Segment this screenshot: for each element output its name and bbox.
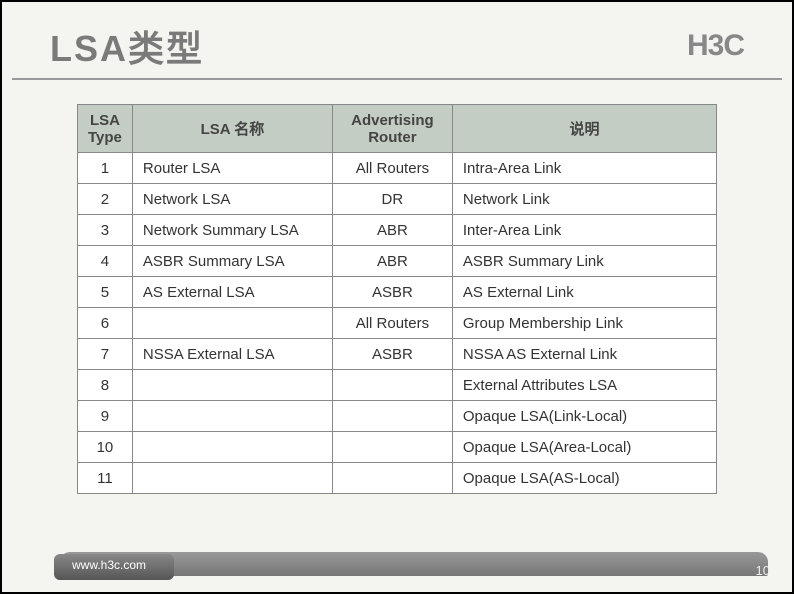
cell-desc: Opaque LSA(Link-Local) xyxy=(452,401,716,432)
table-row: 2Network LSADRNetwork Link xyxy=(78,184,717,215)
cell-router xyxy=(332,401,452,432)
cell-router: All Routers xyxy=(332,308,452,339)
cell-type: 1 xyxy=(78,153,133,184)
cell-name: NSSA External LSA xyxy=(132,339,332,370)
cell-desc: Opaque LSA(AS-Local) xyxy=(452,463,716,494)
cell-desc: ASBR Summary Link xyxy=(452,246,716,277)
cell-name: Network Summary LSA xyxy=(132,215,332,246)
cell-type: 11 xyxy=(78,463,133,494)
page-number: 10 xyxy=(756,563,770,578)
cell-desc: AS External Link xyxy=(452,277,716,308)
cell-type: 4 xyxy=(78,246,133,277)
table-body: 1Router LSAAll RoutersIntra-Area Link 2N… xyxy=(78,153,717,494)
table-row: 7NSSA External LSAASBRNSSA AS External L… xyxy=(78,339,717,370)
cell-desc: External Attributes LSA xyxy=(452,370,716,401)
lsa-type-table: LSA Type LSA 名称 Advertising Router 说明 1R… xyxy=(77,104,717,494)
col-header-router: Advertising Router xyxy=(332,105,452,153)
table-row: 9 Opaque LSA(Link-Local) xyxy=(78,401,717,432)
table-row: 8 External Attributes LSA xyxy=(78,370,717,401)
cell-router xyxy=(332,463,452,494)
slide-title: LSA类型 xyxy=(50,20,204,72)
cell-router: ABR xyxy=(332,246,452,277)
slide-header: LSA类型 H3C xyxy=(12,2,782,80)
col-header-desc: 说明 xyxy=(452,105,716,153)
cell-router: All Routers xyxy=(332,153,452,184)
cell-type: 6 xyxy=(78,308,133,339)
table-container: LSA Type LSA 名称 Advertising Router 说明 1R… xyxy=(77,104,717,494)
table-row: 11 Opaque LSA(AS-Local) xyxy=(78,463,717,494)
cell-type: 7 xyxy=(78,339,133,370)
cell-name xyxy=(132,463,332,494)
table-row: 5AS External LSAASBRAS External Link xyxy=(78,277,717,308)
slide-footer: www.h3c.com 10 xyxy=(2,552,792,584)
table-row: 6 All RoutersGroup Membership Link xyxy=(78,308,717,339)
cell-type: 3 xyxy=(78,215,133,246)
cell-desc: Intra-Area Link xyxy=(452,153,716,184)
cell-name: AS External LSA xyxy=(132,277,332,308)
cell-type: 2 xyxy=(78,184,133,215)
footer-url-text: www.h3c.com xyxy=(72,558,146,572)
cell-router: ASBR xyxy=(332,277,452,308)
cell-type: 5 xyxy=(78,277,133,308)
cell-desc: Group Membership Link xyxy=(452,308,716,339)
cell-name xyxy=(132,401,332,432)
cell-router xyxy=(332,370,452,401)
cell-name xyxy=(132,308,332,339)
cell-router xyxy=(332,432,452,463)
cell-desc: Inter-Area Link xyxy=(452,215,716,246)
cell-type: 8 xyxy=(78,370,133,401)
table-row: 1Router LSAAll RoutersIntra-Area Link xyxy=(78,153,717,184)
cell-name: ASBR Summary LSA xyxy=(132,246,332,277)
cell-name xyxy=(132,370,332,401)
cell-router: DR xyxy=(332,184,452,215)
cell-name: Router LSA xyxy=(132,153,332,184)
table-header-row: LSA Type LSA 名称 Advertising Router 说明 xyxy=(78,105,717,153)
table-row: 3Network Summary LSAABRInter-Area Link xyxy=(78,215,717,246)
cell-desc: Network Link xyxy=(452,184,716,215)
cell-router: ASBR xyxy=(332,339,452,370)
col-header-name: LSA 名称 xyxy=(132,105,332,153)
cell-name xyxy=(132,432,332,463)
table-row: 10 Opaque LSA(Area-Local) xyxy=(78,432,717,463)
col-header-type: LSA Type xyxy=(78,105,133,153)
cell-name: Network LSA xyxy=(132,184,332,215)
cell-router: ABR xyxy=(332,215,452,246)
cell-type: 10 xyxy=(78,432,133,463)
cell-desc: Opaque LSA(Area-Local) xyxy=(452,432,716,463)
cell-desc: NSSA AS External Link xyxy=(452,339,716,370)
cell-type: 9 xyxy=(78,401,133,432)
slide: LSA类型 H3C LSA Type LSA 名称 Advertising Ro… xyxy=(2,2,792,592)
table-row: 4ASBR Summary LSAABRASBR Summary Link xyxy=(78,246,717,277)
brand-logo: H3C xyxy=(687,29,744,63)
